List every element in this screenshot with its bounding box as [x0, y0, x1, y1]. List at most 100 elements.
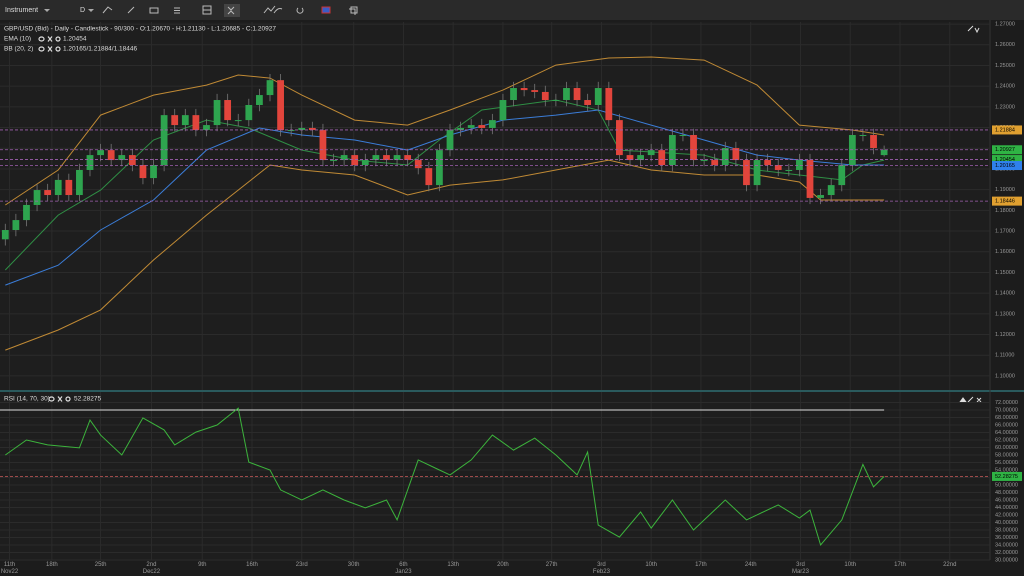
price-marker-label: 1.20927: [995, 147, 1015, 153]
candle-body: [340, 155, 348, 161]
x-tick-label: 17th: [894, 562, 906, 568]
y-tick-label: 1.18000: [995, 208, 1015, 214]
candle-body: [308, 127, 316, 131]
rsi-value-label: 52.28275: [995, 474, 1018, 480]
y-tick-label: 1.14000: [995, 291, 1015, 297]
indicator-icons: [38, 46, 61, 52]
candle-body: [478, 125, 486, 128]
candle-body: [743, 160, 750, 186]
x-tick-label: 3rd Mar23: [791, 562, 809, 575]
x-tick-label: 18th: [46, 562, 58, 568]
candle-body: [563, 88, 570, 101]
candle-body: [520, 88, 528, 91]
candle-body: [711, 160, 719, 166]
y-tick-label: 1.19000: [995, 187, 1015, 193]
x-tick-label: 11th Nov22: [0, 562, 19, 575]
y-tick-label: 30.00000: [995, 557, 1018, 563]
y-tick-label: 1.26000: [995, 42, 1015, 48]
y-tick-label: 1.24000: [995, 84, 1015, 90]
candle-body: [383, 155, 390, 161]
candle-body: [647, 150, 655, 156]
y-tick-label: 32.00000: [995, 550, 1018, 556]
candle-body: [732, 148, 740, 161]
panel-controls[interactable]: [959, 396, 982, 403]
candle-body: [531, 90, 539, 92]
candle-body: [594, 88, 602, 105]
candle-body: [97, 150, 104, 156]
candle-body: [414, 160, 422, 169]
candle-body: [499, 100, 507, 121]
y-tick-label: 1.25000: [995, 63, 1015, 69]
indicator-icons: [48, 396, 71, 402]
panel-controls[interactable]: [967, 25, 980, 34]
candle-body: [796, 160, 803, 170]
instrument-button[interactable]: Instrument: [5, 7, 38, 14]
y-tick-label: 1.11000: [995, 353, 1014, 359]
price-marker-label: 1.21884: [995, 127, 1015, 133]
x-tick-label: 16th: [246, 562, 258, 568]
price-marker: [992, 161, 1022, 171]
candle-body: [118, 155, 126, 161]
y-tick-label: 40.00000: [995, 520, 1018, 526]
candle-body: [774, 165, 782, 170]
x-tick-label: 10th: [844, 562, 857, 568]
y-tick-label: 34.00000: [995, 542, 1018, 548]
indicator-line: [5, 56, 885, 206]
x-tick-label: 30th: [347, 562, 360, 568]
indicator-name: BB (20, 2): [4, 46, 33, 53]
y-tick-label: 38.00000: [995, 527, 1018, 533]
candle-body: [160, 115, 168, 166]
x-tick-label: 17th: [695, 562, 707, 568]
x-tick-label: 2nd Dec22: [142, 562, 161, 575]
y-tick-label: 1.23000: [995, 104, 1015, 110]
x-tick-label: 3rd Feb23: [592, 562, 610, 575]
price-marker: [992, 125, 1022, 135]
candle-body: [510, 88, 517, 101]
x-tick-label: 20th: [497, 562, 509, 568]
y-tick-label: 1.15000: [995, 270, 1015, 276]
candle-body: [65, 179, 73, 196]
candle-body: [859, 135, 867, 137]
indicator-icons: [38, 36, 61, 42]
y-tick-label: 72.00000: [995, 400, 1018, 406]
candle-body: [785, 169, 793, 171]
y-tick-label: 54.00000: [995, 467, 1018, 473]
indicator-readout: 1.20165/1.21884/1.18446: [63, 46, 137, 53]
candle-body: [266, 80, 274, 96]
y-tick-label: 66.00000: [995, 422, 1018, 428]
candle-body: [277, 80, 284, 131]
toolbar-icons[interactable]: [102, 4, 358, 17]
candle-body: [870, 135, 877, 149]
rsi-title: RSI (14, 70, 30): [4, 396, 50, 403]
y-tick-label: 60.00000: [995, 445, 1018, 451]
y-tick-label: 1.13000: [995, 311, 1015, 317]
caret: [88, 9, 94, 12]
rsi-panel: [0, 392, 990, 560]
price-marker: [992, 196, 1022, 206]
candle-body: [224, 100, 232, 121]
x-tick-label: 27th: [545, 562, 558, 568]
candle-body: [107, 150, 115, 161]
period-button[interactable]: D: [80, 7, 85, 14]
x-tick-label: 25th: [94, 562, 107, 568]
indicator-line: [5, 159, 885, 351]
candle-body: [287, 130, 295, 132]
y-tick-label: 68.00000: [995, 415, 1018, 421]
candle-body: [658, 150, 666, 166]
candle-body: [817, 195, 824, 198]
candle-body: [12, 220, 20, 231]
candle-body: [626, 155, 634, 161]
rsi-readout: 52.28275: [74, 396, 101, 403]
candle-body: [44, 190, 52, 196]
candle-body: [880, 149, 888, 156]
price-marker-label: 1.20454: [995, 157, 1015, 163]
candle-body: [181, 115, 189, 126]
y-tick-label: 48.00000: [995, 490, 1018, 496]
y-tick-label: 36.00000: [995, 535, 1018, 541]
x-tick-label: 24th: [744, 562, 757, 568]
candle-body: [764, 160, 772, 166]
y-tick-label: 1.17000: [995, 228, 1015, 234]
y-tick-label: 44.00000: [995, 505, 1018, 511]
candle-body: [552, 100, 560, 102]
